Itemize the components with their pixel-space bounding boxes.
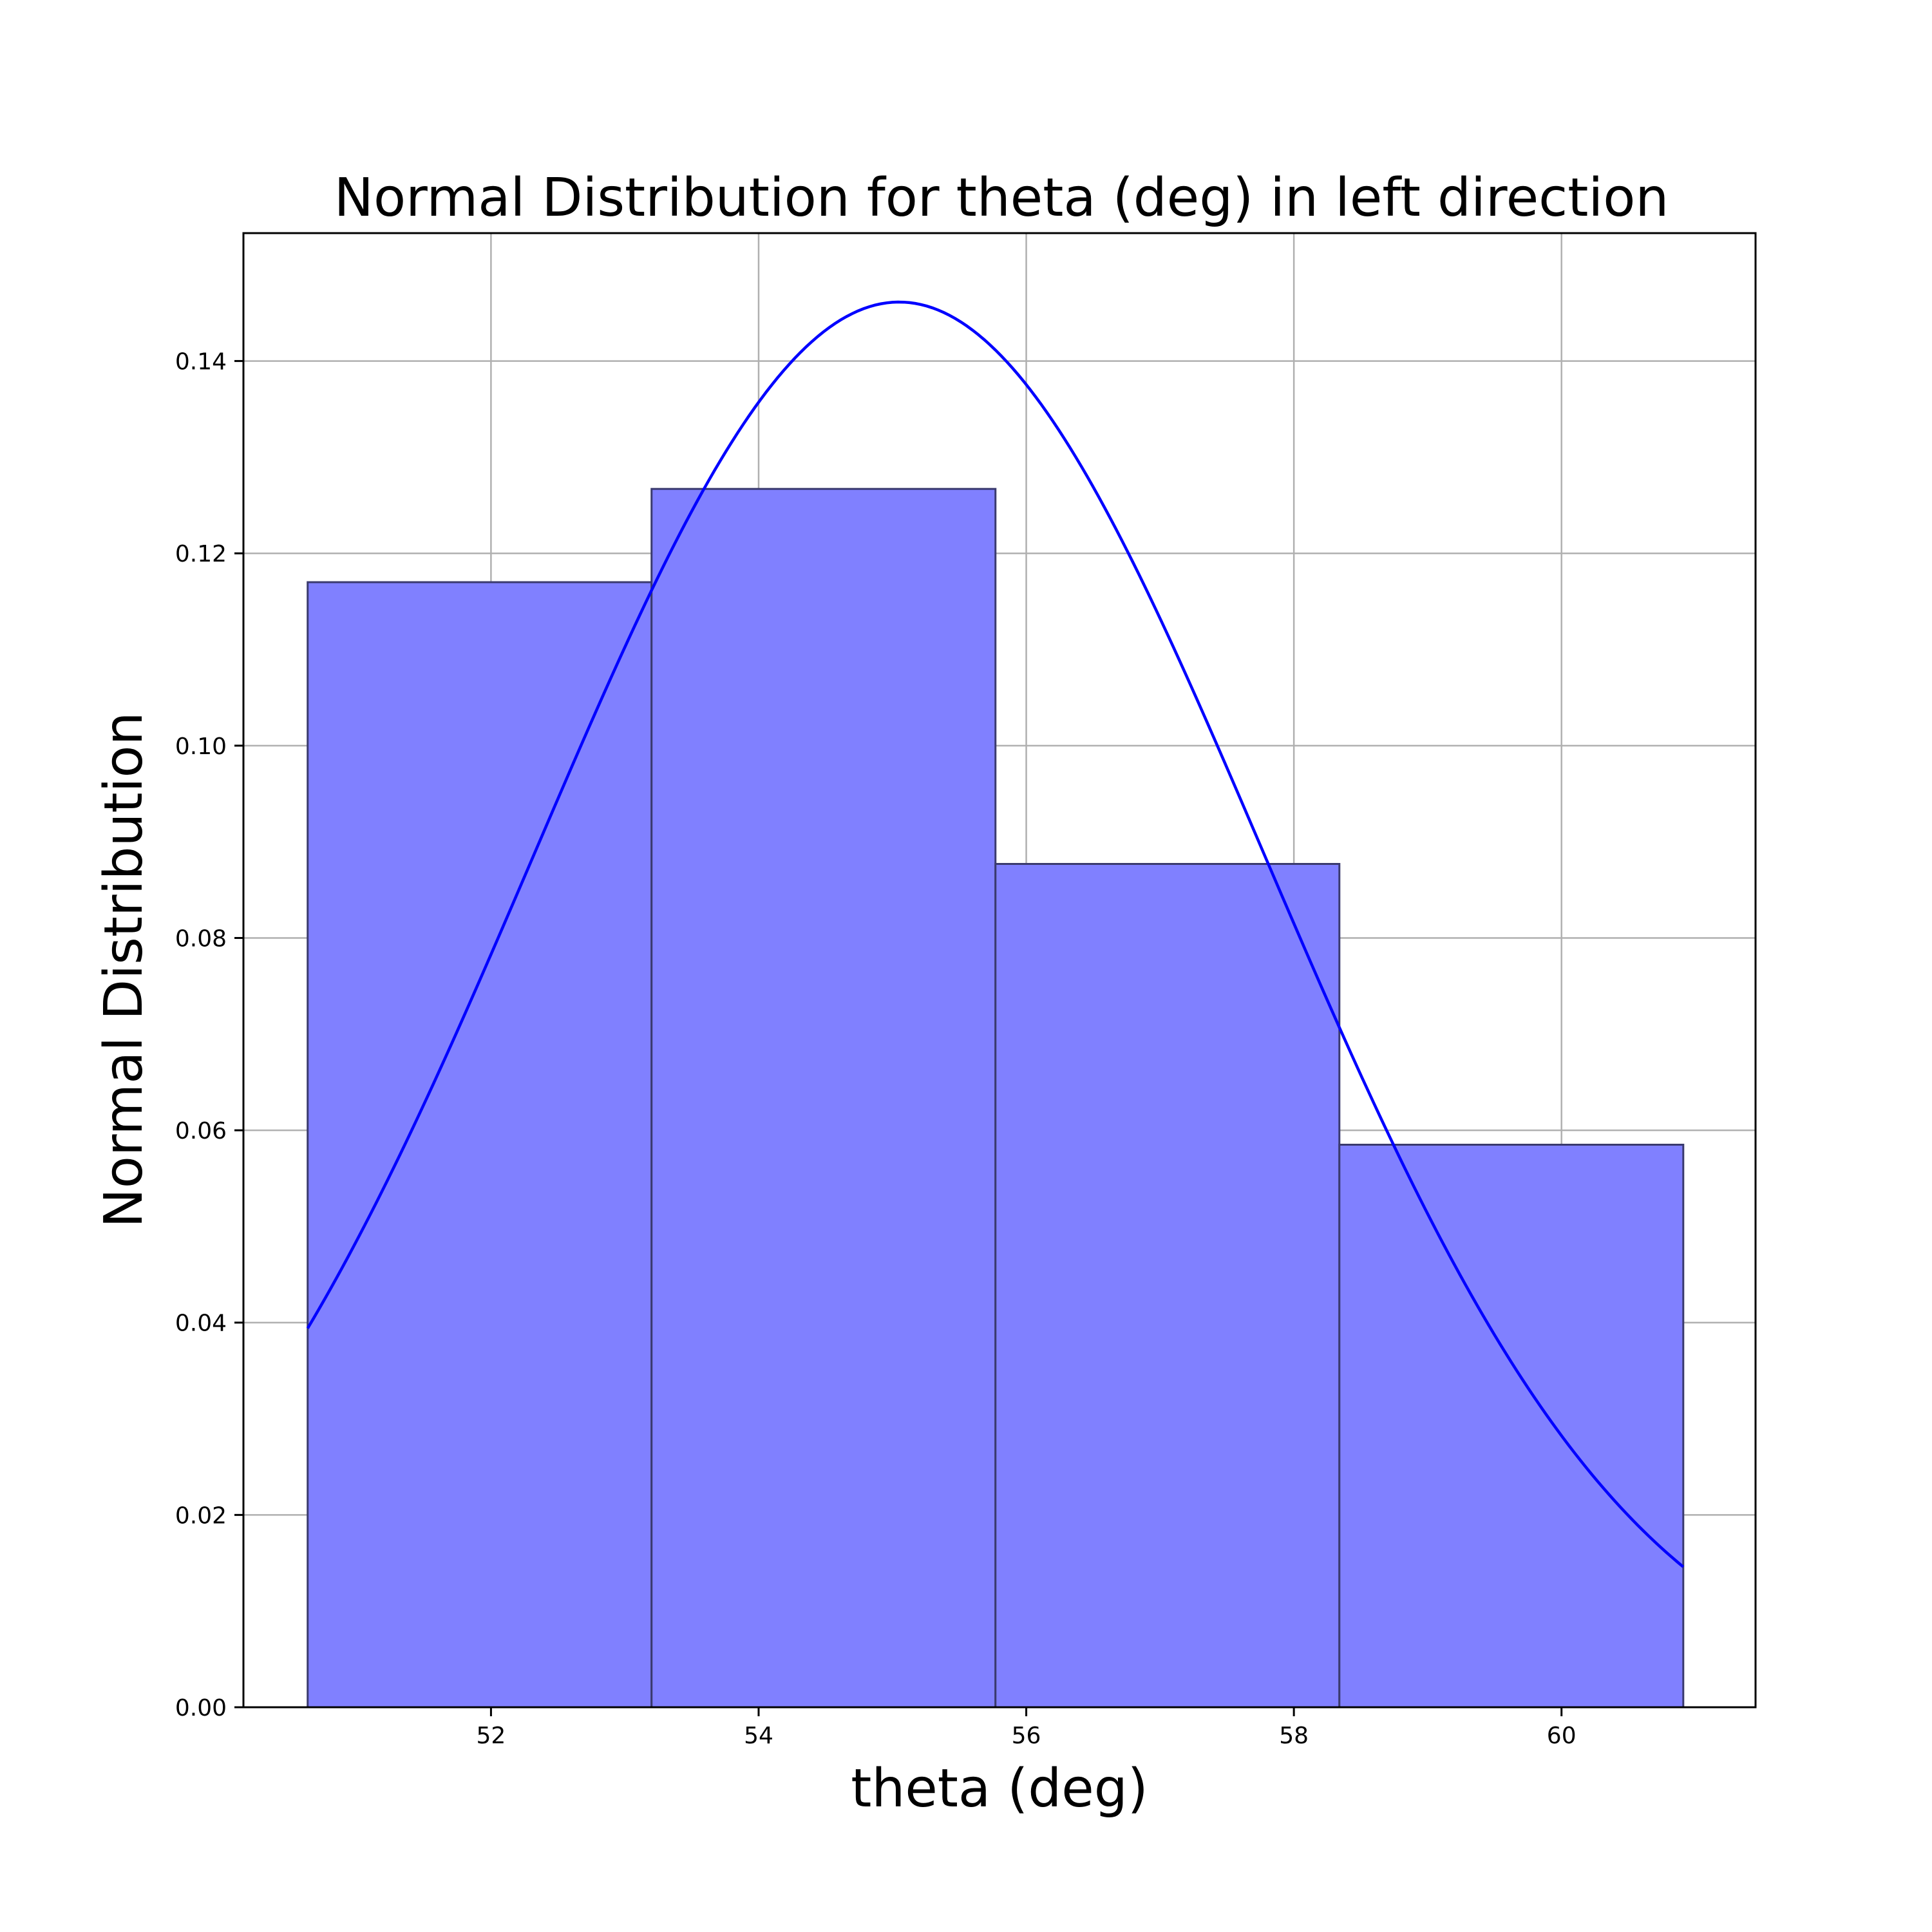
y-axis-label: Normal Distribution xyxy=(93,712,155,1227)
x-axis-ticks: 52 54 56 58 60 xyxy=(477,1707,1577,1749)
histogram-bar xyxy=(307,581,653,1709)
y-tick-label: 0.12 xyxy=(175,541,227,567)
histogram-bar xyxy=(1338,1144,1685,1709)
normal-curve-layer xyxy=(306,300,1685,1568)
x-tick-label: 56 xyxy=(1012,1723,1041,1749)
y-tick-label: 0.06 xyxy=(175,1118,227,1144)
y-tick-label: 0.02 xyxy=(175,1502,227,1529)
y-axis-ticks: 0.00 0.02 0.04 0.06 0.08 0.10 0.12 0.14 xyxy=(175,349,243,1721)
chart-title: Normal Distribution for theta (deg) in l… xyxy=(334,167,1669,229)
histogram-bar xyxy=(650,488,997,1709)
plot-frame xyxy=(242,232,1757,1709)
histogram-bars xyxy=(307,488,1685,1709)
y-tick-label: 0.08 xyxy=(175,925,227,952)
x-tick-label: 52 xyxy=(477,1723,506,1749)
normal-curve xyxy=(306,300,1685,1568)
x-tick-label: 54 xyxy=(744,1723,773,1749)
x-axis-label: theta (deg) xyxy=(851,1758,1148,1819)
y-tick-label: 0.04 xyxy=(175,1311,227,1337)
y-tick-label: 0.14 xyxy=(175,349,227,375)
y-tick-label: 0.10 xyxy=(175,734,227,760)
x-tick-label: 58 xyxy=(1279,1723,1309,1749)
y-tick-label: 0.00 xyxy=(175,1695,227,1721)
x-tick-label: 60 xyxy=(1547,1723,1577,1749)
histogram-bar xyxy=(994,863,1341,1709)
